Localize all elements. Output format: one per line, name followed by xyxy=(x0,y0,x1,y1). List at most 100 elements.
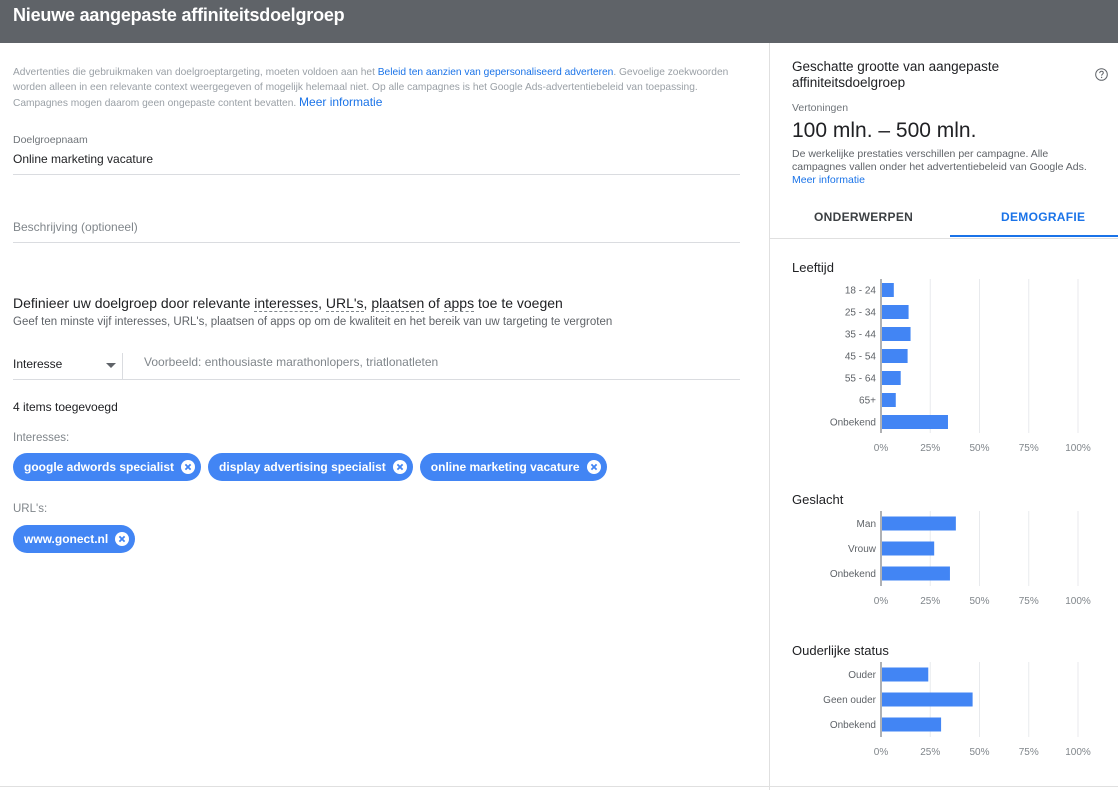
search-divider xyxy=(122,353,123,379)
x-tick-label: 50% xyxy=(969,747,989,758)
parental-status-chart-title: Ouderlijke status xyxy=(792,643,889,658)
interests-label: Interesses: xyxy=(13,432,70,444)
gender-chart-title: Geslacht xyxy=(792,492,844,507)
x-tick-label: 50% xyxy=(969,596,989,607)
interest-chip[interactable]: display advertising specialist xyxy=(208,453,413,481)
audience-form-panel: Advertenties die gebruikmaken van doelgr… xyxy=(0,43,769,790)
category-label: Ouder xyxy=(848,670,876,681)
item-type-dropdown[interactable]: Interesse xyxy=(13,357,63,371)
category-label: Geen ouder xyxy=(823,695,876,706)
define-text-7: of xyxy=(424,295,444,311)
chip-label: display advertising specialist xyxy=(219,460,386,474)
impressions-label: Vertoningen xyxy=(792,102,849,114)
age-chart-title: Leeftijd xyxy=(792,260,834,275)
remove-chip-icon[interactable] xyxy=(181,460,196,474)
bar xyxy=(882,415,948,429)
bar xyxy=(882,541,935,556)
audience-name-label: Doelgroepnaam xyxy=(13,134,88,146)
url-chips: www.gonect.nl xyxy=(13,525,136,553)
category-label: 45 - 54 xyxy=(845,352,877,363)
x-tick-label: 0% xyxy=(874,596,889,607)
category-label: 25 - 34 xyxy=(845,308,877,319)
bar xyxy=(882,566,950,581)
bar xyxy=(882,667,929,682)
placements-term: plaatsen xyxy=(371,295,425,312)
category-label: 35 - 44 xyxy=(845,330,877,341)
gender-chart: 0% 25% 50% 75% 100% Man Vrouw Onbekend xyxy=(830,511,1091,607)
policy-text-prefix: Advertenties die gebruikmaken van doelgr… xyxy=(13,67,378,78)
audience-size-panel: Geschatte grootte van aangepaste affinit… xyxy=(769,43,1118,790)
define-text-9: toe te voegen xyxy=(474,295,563,311)
bar xyxy=(882,305,909,319)
category-label: Man xyxy=(857,519,876,530)
description-input[interactable]: Beschrijving (optioneel) xyxy=(13,220,138,234)
impressions-value: 100 mln. – 500 mln. xyxy=(792,119,977,142)
policy-more-info-link[interactable]: Meer informatie xyxy=(299,95,383,109)
active-tab-indicator xyxy=(950,235,1118,237)
urls-label: URL's: xyxy=(13,503,48,515)
bar xyxy=(882,283,894,297)
category-label: Onbekend xyxy=(830,418,876,429)
define-text-3: , xyxy=(318,295,326,311)
x-tick-label: 0% xyxy=(874,443,889,454)
define-text-5: , xyxy=(363,295,372,311)
define-audience-heading: Definieer uw doelgroep door relevante in… xyxy=(13,295,563,312)
url-chip[interactable]: www.gonect.nl xyxy=(13,525,136,553)
x-tick-label: 100% xyxy=(1065,747,1091,758)
policy-notice: Advertenties die gebruikmaken van doelgr… xyxy=(13,65,733,111)
category-label: 55 - 64 xyxy=(845,374,877,385)
interest-chips: google adwords specialist display advert… xyxy=(13,453,607,481)
x-tick-label: 75% xyxy=(1019,596,1039,607)
demographics-charts: Leeftijd 0% 25% 50% 75% 100% 18 - 24 25 - 34 35… xyxy=(770,239,1118,790)
interest-chip[interactable]: online marketing vacature xyxy=(419,453,607,481)
description-underline xyxy=(13,242,740,243)
x-tick-label: 75% xyxy=(1019,747,1039,758)
audience-name-input[interactable]: Online marketing vacature xyxy=(13,152,154,166)
x-tick-label: 75% xyxy=(1019,443,1039,454)
bar xyxy=(882,393,896,407)
parental-status-chart: 0% 25% 50% 75% 100% Ouder Geen ouder Onbekend xyxy=(823,662,1091,758)
policy-text-suffix: . Gevoelige zoekwoorden worden alleen in… xyxy=(13,67,729,109)
help-circle-icon[interactable] xyxy=(1095,68,1108,81)
category-label: Onbekend xyxy=(830,569,876,580)
category-label: Onbekend xyxy=(830,720,876,731)
bar xyxy=(882,717,942,732)
search-input[interactable] xyxy=(144,355,734,369)
personalized-ads-policy-link[interactable]: Beleid ten aanzien van gepersonaliseerd … xyxy=(377,67,614,78)
chip-label: online marketing vacature xyxy=(430,460,580,474)
chip-label: google adwords specialist xyxy=(24,460,175,474)
bar xyxy=(882,516,956,531)
estimate-title: Geschatte grootte van aangepaste affinit… xyxy=(792,59,1000,90)
dialog-bottom-border xyxy=(0,786,1118,787)
age-chart: 0% 25% 50% 75% 100% 18 - 24 25 - 34 35 - 44 45 -… xyxy=(830,279,1091,454)
tab-topics[interactable]: ONDERWERPEN xyxy=(814,210,914,224)
remove-chip-icon[interactable] xyxy=(115,532,130,546)
tab-demographics[interactable]: DEMOGRAFIE xyxy=(1001,210,1086,224)
category-label: 18 - 24 xyxy=(845,286,877,297)
x-tick-label: 25% xyxy=(920,747,940,758)
dialog-header: Nieuwe aangepaste affiniteitsdoelgroep xyxy=(0,0,1118,43)
audience-name-underline xyxy=(13,174,740,175)
x-tick-label: 100% xyxy=(1065,596,1091,607)
search-underline xyxy=(13,379,740,380)
estimate-disclaimer: De werkelijke prestaties verschillen per… xyxy=(792,148,1104,187)
bar xyxy=(882,692,973,707)
x-tick-label: 25% xyxy=(920,596,940,607)
category-label: Vrouw xyxy=(848,544,877,555)
remove-chip-icon[interactable] xyxy=(392,460,407,474)
x-tick-label: 25% xyxy=(920,443,940,454)
apps-term: apps xyxy=(443,295,475,312)
dropdown-caret-icon[interactable] xyxy=(106,363,116,368)
interests-term: interesses xyxy=(254,295,319,312)
interest-chip[interactable]: google adwords specialist xyxy=(13,453,202,481)
bar xyxy=(882,327,911,341)
remove-chip-icon[interactable] xyxy=(586,460,601,474)
estimate-more-info-link[interactable]: Meer informatie xyxy=(792,174,865,186)
x-tick-label: 100% xyxy=(1065,443,1091,454)
define-text-1: Definieer uw doelgroep door relevante xyxy=(13,295,255,311)
chip-label: www.gonect.nl xyxy=(24,532,109,546)
urls-term: URL's xyxy=(325,295,364,312)
x-tick-label: 50% xyxy=(969,443,989,454)
breakdown-tabs: ONDERWERPEN DEMOGRAFIE xyxy=(770,196,1118,239)
dialog-title: Nieuwe aangepaste affiniteitsdoelgroep xyxy=(13,5,345,25)
